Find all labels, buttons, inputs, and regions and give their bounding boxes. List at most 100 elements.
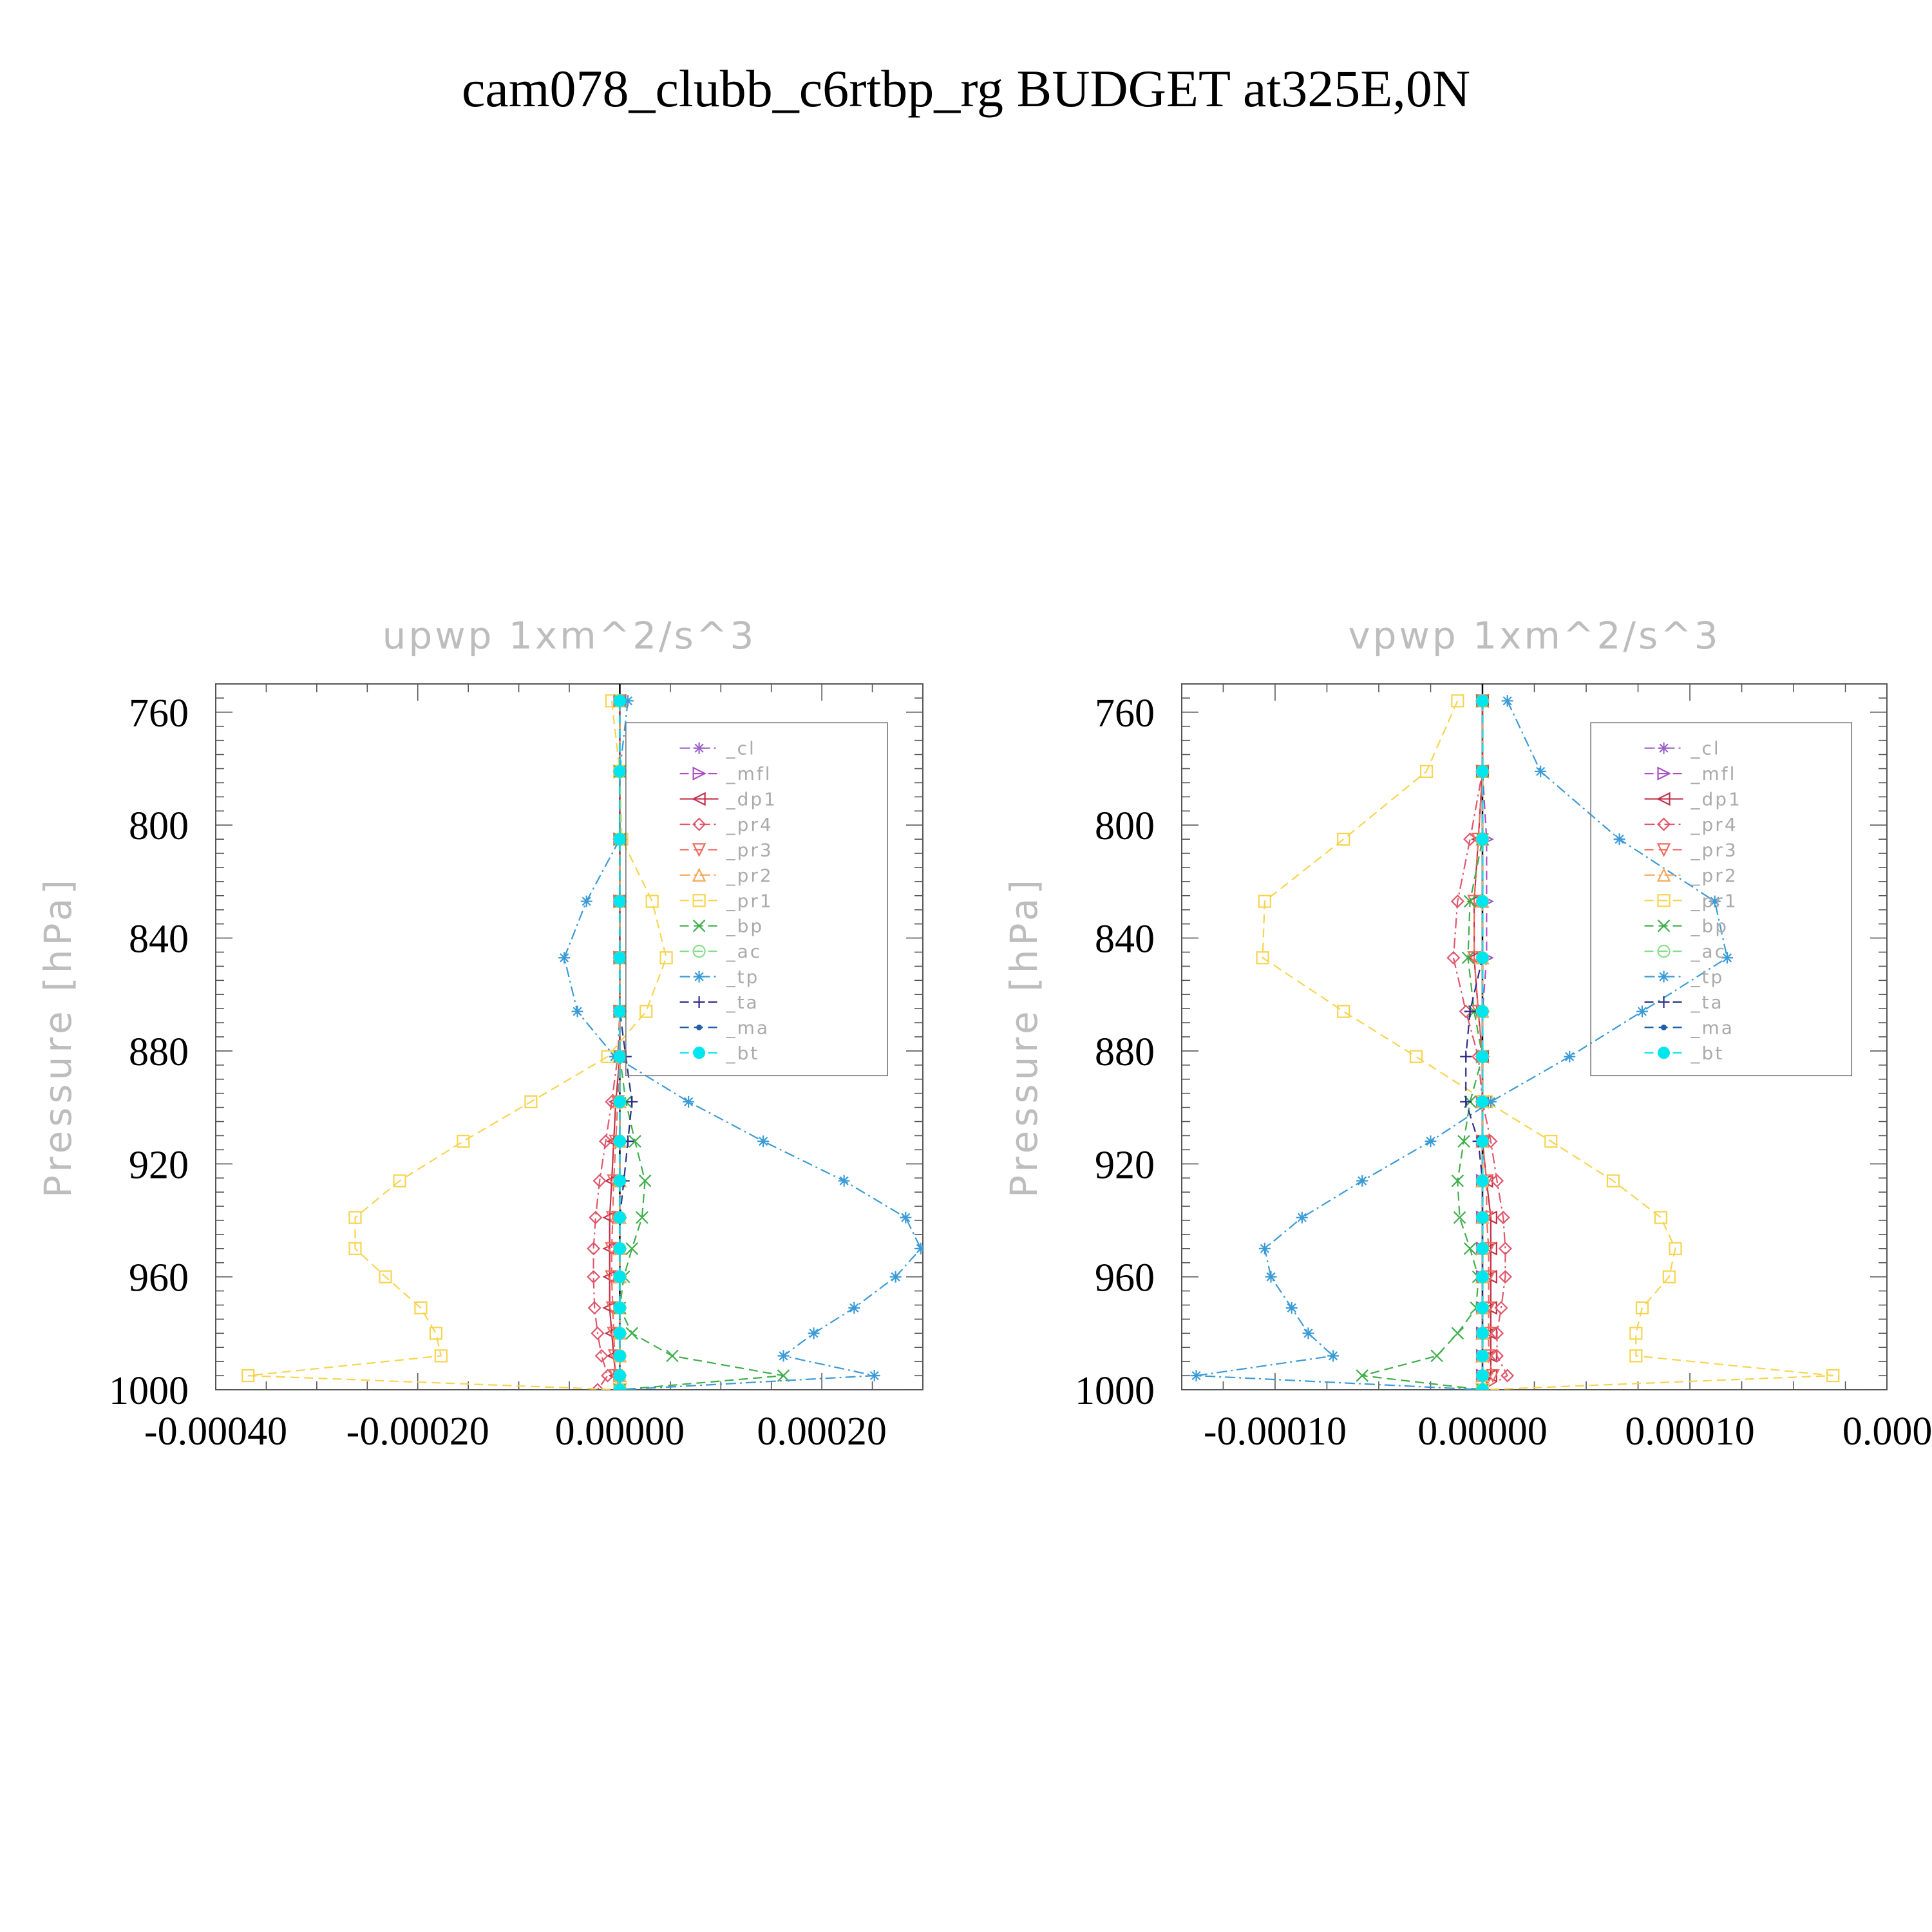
legend-marker-bt: [693, 1046, 706, 1059]
point-tp: [621, 695, 634, 707]
point-bt: [1476, 895, 1489, 908]
point-bt: [1476, 1369, 1489, 1382]
point-bt: [613, 1302, 626, 1314]
point-pr1: [1451, 694, 1464, 708]
point-pr4: [587, 1301, 601, 1315]
point-pr1: [1669, 1242, 1682, 1255]
figure-title: cam078_clubb_c6rtbp_rg BUDGET at325E,0N: [462, 59, 1470, 118]
panel-1: upwp 1xm^2/s^3 Pressure [hPa] 760 800 840 880…: [36, 614, 923, 1454]
point-bt: [1476, 1050, 1489, 1063]
point-bt: [1476, 1302, 1489, 1314]
legend-marker-ma: [696, 1024, 703, 1030]
x-tick-label: 0.00010: [1625, 1410, 1755, 1454]
point-tp: [1327, 1350, 1340, 1362]
point-bt: [613, 1383, 626, 1390]
point-pr4: [1494, 1301, 1508, 1315]
point-bt: [613, 895, 626, 908]
point-bp: [629, 1135, 641, 1148]
point-pr1: [1337, 833, 1350, 846]
point-bt: [1476, 1211, 1489, 1224]
point-bp: [1430, 1349, 1443, 1363]
legend: _cl _mfl _dp1 _pr4 _pr3 _pr2 _pr1 _bp _ac _tp _ta _…: [1590, 722, 1853, 1077]
legend-label: _ma: [726, 1017, 770, 1038]
point-tp: [1296, 1211, 1308, 1224]
legend-label: _cl: [726, 738, 756, 759]
point-pr4: [1501, 1368, 1515, 1383]
point-bt: [1476, 1383, 1489, 1390]
y-tick-label: 880: [129, 1030, 189, 1074]
point-bt: [613, 833, 626, 846]
point-pr1: [1826, 1368, 1840, 1383]
point-pr4: [591, 1383, 605, 1390]
legend-label: _ac: [726, 941, 762, 962]
y-tick-label: 800: [129, 804, 189, 848]
legend-marker-pr1: [692, 894, 706, 907]
point-tp: [900, 1211, 912, 1224]
point-bp: [1451, 1174, 1464, 1188]
point-bt: [613, 1135, 626, 1148]
legend-marker-ma: [1660, 1024, 1667, 1030]
point-bt: [613, 1175, 626, 1188]
point-bt: [1476, 833, 1489, 846]
legend-marker-pr3: [1656, 843, 1671, 857]
point-bp: [666, 1349, 679, 1363]
legend-marker-pr2: [692, 867, 706, 882]
legend-label: _pr2: [1690, 865, 1738, 886]
plot-frame: [215, 683, 923, 1390]
point-pr1: [1606, 1174, 1620, 1188]
point-bt: [613, 1242, 626, 1255]
legend: _cl _mfl _dp1 _pr4 _pr3 _pr2 _pr1 _bp _ac _tp _ta _…: [625, 722, 888, 1077]
legend-marker-pr4: [692, 817, 706, 831]
y-axis-label: Pressure [hPa]: [36, 876, 80, 1198]
point-tp: [848, 1302, 860, 1314]
point-pr4: [1450, 895, 1464, 909]
point-ta: [1460, 1050, 1472, 1063]
point-pr4: [587, 1270, 601, 1284]
point-pr4: [1446, 951, 1461, 965]
point-pr4: [1498, 1242, 1512, 1256]
legend-marker-bt: [1658, 1046, 1671, 1059]
point-tp: [889, 1271, 902, 1283]
point-bt: [613, 1327, 626, 1340]
point-tp: [571, 1005, 583, 1018]
point-pr4: [1496, 1211, 1510, 1225]
legend-label: _bp: [1690, 916, 1729, 937]
point-bp: [1356, 1369, 1368, 1382]
point-pr1: [379, 1270, 392, 1283]
point-pr1: [348, 1242, 362, 1255]
legend-marker-cl: [1658, 742, 1670, 754]
point-tp: [868, 1370, 880, 1382]
legend-marker-ac: [692, 945, 706, 958]
y-tick-label: 960: [1095, 1256, 1155, 1300]
legend-label: _dp1: [726, 789, 777, 810]
legend-marker-tp: [693, 971, 705, 983]
point-bp: [1457, 1135, 1470, 1148]
point-tp: [1265, 1271, 1277, 1283]
x-tick-label: -0.00010: [1204, 1410, 1347, 1454]
legend-label: _bt: [726, 1043, 760, 1064]
point-tp: [1285, 1302, 1298, 1314]
point-pr1: [457, 1135, 470, 1148]
legend-label: _pr4: [726, 814, 773, 835]
point-bt: [1476, 951, 1489, 964]
point-bt: [613, 1050, 626, 1063]
series-line-pr4: [592, 701, 621, 1390]
point-pr4: [591, 1326, 605, 1340]
legend-label: _pr1: [726, 890, 773, 911]
point-bt: [613, 1369, 626, 1382]
point-pr1: [1409, 1050, 1423, 1063]
point-pr1: [414, 1301, 428, 1314]
x-tick-label: 0.0002: [1842, 1410, 1932, 1454]
point-bt: [613, 1005, 626, 1018]
series-line-pr1: [248, 701, 667, 1390]
legend-label: _pr3: [1690, 839, 1738, 860]
y-tick-label: 760: [129, 692, 189, 735]
point-tp: [1302, 1327, 1314, 1340]
point-pr1: [639, 1005, 653, 1018]
legend-label: _tp: [1690, 967, 1725, 988]
panel-title: upwp 1xm^2/s^3: [383, 614, 757, 658]
legend-label: _cl: [1690, 738, 1721, 759]
point-tp: [1721, 952, 1734, 964]
point-bt: [1476, 1327, 1489, 1340]
legend-label: _bt: [1690, 1043, 1725, 1064]
